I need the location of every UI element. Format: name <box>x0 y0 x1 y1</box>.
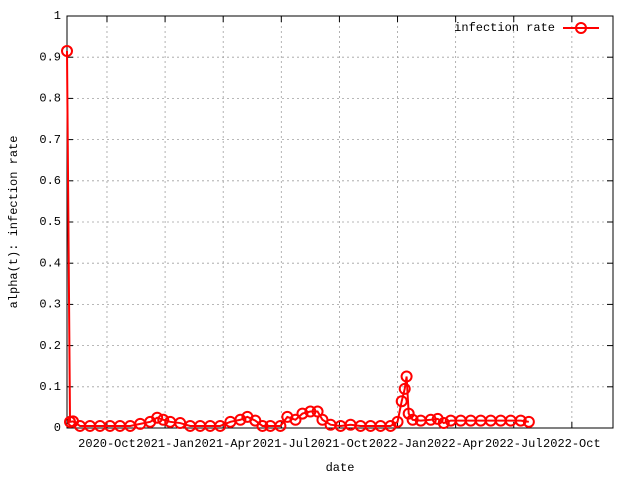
data-point <box>157 413 170 426</box>
x-tick-label: 2021-Oct <box>311 437 369 451</box>
x-tick-label: 2020-Oct <box>78 437 136 451</box>
plot-border <box>66 15 614 429</box>
y-tick-label: 0.9 <box>39 50 61 64</box>
y-tick-label: 0.7 <box>39 133 61 147</box>
data-point <box>151 411 164 424</box>
data-point <box>304 405 317 418</box>
data-point <box>234 413 247 426</box>
x-tick-label: 2021-Jul <box>253 437 311 451</box>
legend-marker <box>575 22 587 34</box>
data-point <box>424 413 437 426</box>
data-point <box>256 419 269 432</box>
data-point <box>406 413 419 426</box>
y-axis-label: alpha(t): infection rate <box>7 136 21 309</box>
y-tick-label: 0.4 <box>39 256 61 270</box>
x-tick-label: 2021-Apr <box>194 437 252 451</box>
y-tick-label: 0.2 <box>39 339 61 353</box>
data-point <box>514 414 527 427</box>
data-point <box>61 45 73 58</box>
data-point <box>296 407 309 420</box>
y-tick-label: 0.5 <box>39 215 61 229</box>
y-tick-label: 0.6 <box>39 174 61 188</box>
data-point <box>395 395 408 408</box>
y-tick-label: 0.8 <box>39 92 61 106</box>
data-point <box>437 417 450 430</box>
x-tick-label: 2022-Oct <box>543 437 601 451</box>
y-tick-label: 0.1 <box>39 380 61 394</box>
data-point <box>214 419 227 432</box>
data-point <box>391 415 404 428</box>
data-point <box>400 370 413 383</box>
y-tick-label: 0.3 <box>39 298 61 312</box>
x-tick-label: 2021-Jan <box>136 437 194 451</box>
x-tick-label: 2022-Jul <box>485 437 543 451</box>
data-point <box>398 382 411 395</box>
y-tick-label: 0 <box>54 421 61 435</box>
data-point <box>289 413 302 426</box>
y-tick-label: 1 <box>54 9 61 23</box>
legend-label: infection rate <box>454 21 555 35</box>
x-axis-label: date <box>326 461 355 475</box>
data-point <box>522 415 535 428</box>
x-tick-label: 2022-Jan <box>369 437 427 451</box>
data-point <box>274 419 287 432</box>
x-tick-label: 2022-Apr <box>427 437 485 451</box>
